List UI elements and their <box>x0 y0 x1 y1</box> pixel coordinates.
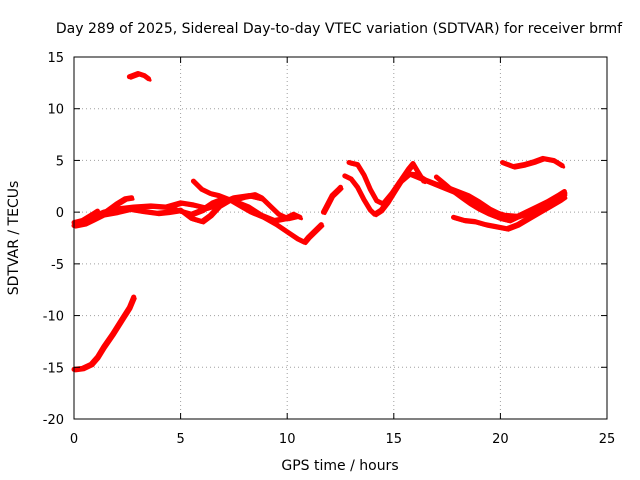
axis-ticks <box>73 56 608 420</box>
series-arc-a-spread <box>74 297 137 373</box>
series-arc-f-spread <box>99 200 231 225</box>
series-arc-p-spread <box>502 158 566 170</box>
series-arc-k-spread <box>344 163 427 218</box>
y-tick-label: -15 <box>43 361 64 376</box>
series-arc-a <box>71 294 137 372</box>
x-tick-label: 5 <box>176 432 184 447</box>
y-tick-label: 10 <box>47 103 64 118</box>
y-tick-label: -20 <box>43 413 64 428</box>
y-tick-label: 5 <box>56 154 64 169</box>
data-series <box>71 71 568 373</box>
y-axis-label: SDTVAR / TECUs <box>6 181 22 296</box>
x-axis-label: GPS time / hours <box>281 458 398 474</box>
series-arc-j-spread <box>323 187 344 216</box>
plot-frame <box>73 56 608 420</box>
y-tick-labels: 15 10 5 0 -5 -10 -15 -20 <box>43 51 64 428</box>
x-tick-label: 0 <box>70 432 78 447</box>
x-tick-label: 15 <box>386 432 403 447</box>
y-tick-label: -10 <box>43 310 64 325</box>
x-tick-label: 25 <box>599 432 616 447</box>
y-tick-label: 15 <box>47 51 64 66</box>
y-tick-label: 0 <box>56 206 64 221</box>
series-arc-b-spread <box>129 73 152 82</box>
series-arc-i-spread <box>233 194 299 222</box>
y-tick-label: -5 <box>51 258 64 273</box>
series-arc-o-spread <box>453 196 568 232</box>
series-arc-h-spread <box>193 181 325 246</box>
series-arc-j <box>320 184 343 215</box>
chart-title: Day 289 of 2025, Sidereal Day-to-day VTE… <box>56 21 623 37</box>
series-arc-n-spread <box>436 177 568 224</box>
x-tick-labels: 0 5 10 15 20 25 <box>70 432 615 447</box>
x-tick-label: 20 <box>492 432 509 447</box>
x-tick-label: 10 <box>279 432 296 447</box>
